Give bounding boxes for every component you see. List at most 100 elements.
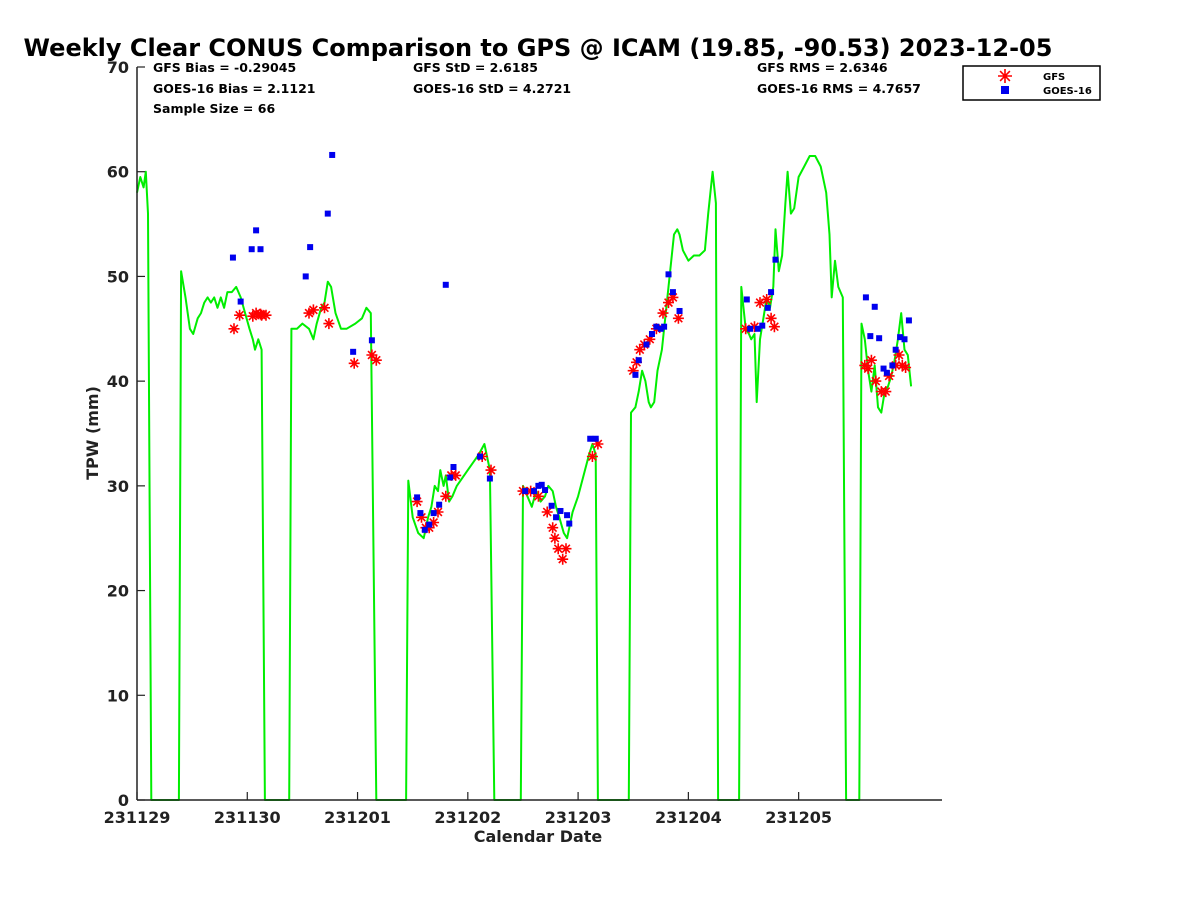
legend-box — [962, 65, 1101, 101]
data-point — [635, 357, 642, 364]
y-tick-label: 70 — [107, 58, 129, 77]
data-point — [560, 543, 572, 555]
series-goes-16 — [229, 151, 912, 533]
series-gfs — [228, 291, 912, 565]
data-point — [319, 302, 330, 314]
data-point — [761, 294, 773, 305]
legend-marker-goes-16 — [1001, 86, 1009, 94]
data-point — [566, 520, 573, 527]
y-tick-label: 20 — [107, 582, 129, 601]
data-point — [653, 323, 660, 330]
data-point — [754, 325, 761, 332]
data-point — [663, 297, 674, 309]
data-point — [648, 331, 655, 338]
data-point — [248, 246, 255, 253]
stat-text: GOES-16 RMS = 4.7657 — [757, 81, 921, 96]
data-point — [627, 365, 639, 377]
legend-marker-gfs — [998, 69, 1012, 83]
series-line-gps — [136, 155, 913, 801]
plot-area — [136, 151, 913, 801]
data-point — [329, 151, 336, 158]
y-tick-label: 10 — [107, 686, 129, 705]
data-point — [307, 244, 314, 251]
data-point — [765, 312, 777, 324]
data-point — [747, 325, 754, 332]
data-point — [423, 522, 435, 534]
x-tick-label: 231201 — [324, 808, 391, 827]
data-point — [323, 318, 335, 330]
data-point — [228, 323, 240, 335]
data-point — [740, 323, 752, 335]
data-point — [260, 309, 272, 321]
data-point — [485, 464, 497, 476]
data-point — [870, 375, 882, 387]
data-point — [632, 371, 639, 378]
data-point — [564, 512, 571, 519]
axes: 0 10 20 30 40 50 60 70 231129 231130 231201 231202 2… — [104, 58, 942, 827]
data-point — [749, 321, 760, 333]
data-point — [557, 553, 569, 565]
data-point — [486, 475, 493, 482]
chart-title: Weekly Clear CONUS Comparison to GPS @ I… — [24, 34, 1053, 62]
data-point — [759, 322, 766, 329]
stat-text: GOES-16 Bias = 2.1121 — [153, 81, 315, 96]
data-point — [676, 307, 683, 314]
stat-text: GFS RMS = 2.6346 — [757, 60, 888, 75]
data-point — [541, 506, 553, 518]
data-point — [542, 487, 549, 494]
data-point — [871, 303, 878, 310]
data-point — [348, 357, 360, 369]
data-point — [901, 336, 908, 343]
legend-label: GOES-16 — [1043, 86, 1092, 97]
data-point — [876, 335, 883, 342]
data-point — [302, 273, 309, 280]
data-point — [535, 482, 542, 489]
data-point — [324, 210, 331, 217]
data-point — [426, 521, 433, 528]
data-point — [370, 354, 382, 366]
data-point — [430, 510, 437, 517]
data-point — [586, 451, 598, 462]
stat-text: Sample Size = 66 — [153, 101, 275, 116]
stat-text: GFS Bias = -0.29045 — [153, 60, 296, 75]
data-point — [229, 254, 236, 261]
x-tick-label: 231205 — [765, 808, 832, 827]
data-point — [440, 490, 452, 502]
data-point — [644, 333, 656, 345]
x-tick-label: 231203 — [545, 808, 612, 827]
data-point — [476, 453, 483, 460]
data-point — [665, 271, 672, 278]
data-point — [880, 365, 887, 372]
data-point — [421, 526, 428, 533]
x-tick-label: 231130 — [214, 808, 281, 827]
data-point — [643, 341, 650, 348]
data-point — [900, 362, 912, 373]
data-point — [897, 334, 904, 341]
data-point — [303, 307, 315, 319]
data-point — [768, 321, 780, 333]
data-point — [547, 522, 559, 534]
data-point — [532, 490, 544, 502]
data-point — [522, 488, 529, 495]
data-point — [661, 323, 668, 330]
data-point — [883, 370, 895, 382]
x-tick-label: 231129 — [104, 808, 171, 827]
data-point — [657, 325, 664, 332]
data-point — [368, 337, 375, 344]
data-point — [538, 481, 545, 488]
data-point — [764, 304, 771, 311]
data-point — [548, 502, 555, 509]
data-point — [880, 386, 892, 398]
data-point — [417, 510, 424, 517]
data-point — [414, 494, 421, 501]
data-point — [553, 514, 560, 521]
y-tick-label: 0 — [118, 791, 129, 810]
x-axis-label: Calendar Date — [474, 827, 603, 846]
data-point — [592, 438, 604, 450]
data-point — [892, 346, 899, 353]
data-point — [634, 344, 646, 356]
data-point — [865, 354, 877, 366]
data-point — [549, 532, 561, 544]
data-point — [250, 307, 262, 319]
data-point — [557, 507, 564, 514]
